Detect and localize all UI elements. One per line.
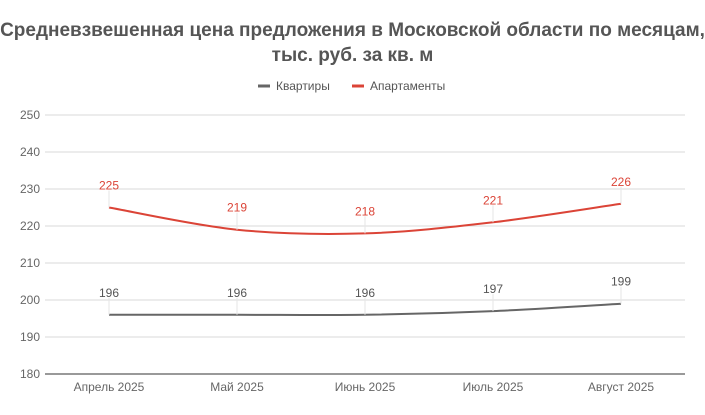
chart-title: Средневзвешенная цена предложения в Моск…	[0, 18, 705, 68]
y-tick-label: 220	[20, 219, 40, 233]
data-label: 221	[483, 193, 503, 207]
data-label: 199	[611, 275, 631, 289]
x-tick-label: Июнь 2025	[335, 380, 396, 394]
data-label: 196	[99, 286, 119, 300]
data-label: 225	[99, 179, 119, 193]
chart-title-line2: тыс. руб. за кв. м	[271, 45, 434, 66]
x-tick-label: Август 2025	[588, 380, 654, 394]
y-tick-label: 210	[20, 256, 40, 270]
y-tick-label: 200	[20, 293, 40, 307]
data-label: 197	[483, 282, 503, 296]
data-label: 218	[355, 204, 375, 218]
x-tick-label: Июль 2025	[463, 380, 524, 394]
y-axis: 180 190 200 210 220 230 240 250	[20, 108, 40, 381]
chart-title-line1: Средневзвешенная цена предложения в Моск…	[0, 20, 705, 41]
x-tick-label: Май 2025	[210, 380, 264, 394]
x-tick-label: Апрель 2025	[74, 380, 145, 394]
data-label: 219	[227, 201, 247, 215]
y-tick-label: 180	[20, 367, 40, 381]
legend: Квартиры Апартаменты	[258, 79, 445, 93]
grid-lines	[45, 114, 685, 375]
y-tick-label: 190	[20, 330, 40, 344]
legend-label: Апартаменты	[370, 79, 445, 93]
legend-label: Квартиры	[276, 79, 330, 93]
data-label: 196	[355, 286, 375, 300]
x-axis: Апрель 2025 Май 2025 Июнь 2025 Июль 2025 Авг…	[74, 380, 655, 394]
data-label: 196	[227, 286, 247, 300]
data-label: 226	[611, 175, 631, 189]
y-tick-label: 230	[20, 182, 40, 196]
y-tick-label: 250	[20, 108, 40, 122]
y-tick-label: 240	[20, 145, 40, 159]
series-group: 196 196 196 197 199 225 219 218 221 226	[99, 175, 631, 317]
